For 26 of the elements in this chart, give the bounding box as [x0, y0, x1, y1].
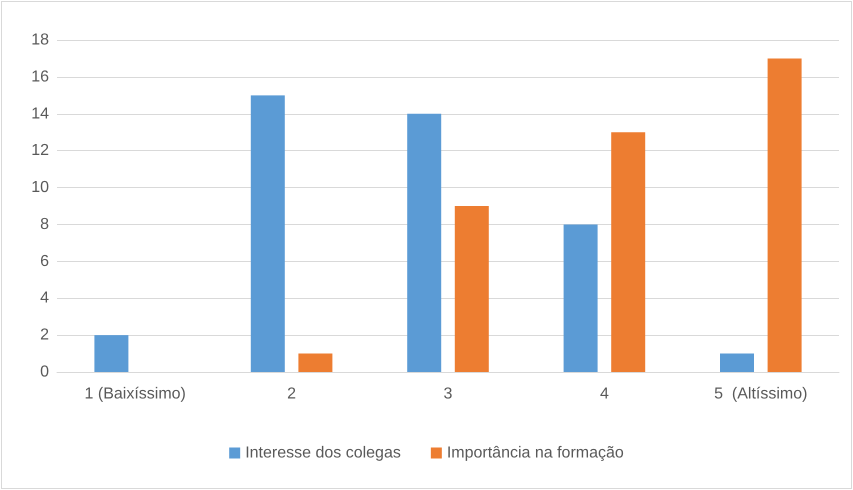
x-tick-label: 2	[287, 386, 296, 402]
y-tick-label: 0	[40, 364, 50, 380]
bar	[94, 335, 128, 372]
bar	[768, 58, 802, 372]
y-tick-label: 14	[31, 105, 50, 122]
legend-label: Interesse dos colegas	[245, 444, 401, 462]
bar	[454, 206, 489, 372]
bar	[250, 95, 285, 372]
legend-label: Importância na formação	[446, 444, 624, 462]
bar	[407, 114, 442, 372]
y-tick-label: 6	[40, 252, 50, 270]
x-tick-label: 3	[444, 386, 453, 402]
y-tick-label: 10	[31, 179, 50, 196]
bar	[298, 354, 332, 372]
y-tick-label: 18	[31, 32, 50, 48]
bar	[564, 224, 598, 372]
y-tick-label: 8	[40, 216, 50, 233]
x-tick-label: 1 (Baixíssimo)	[84, 386, 186, 402]
x-tick-label: 5 (Altíssimo)	[714, 386, 808, 402]
x-tick-label: 4	[600, 386, 609, 402]
y-tick-label: 2	[40, 326, 50, 344]
bar	[611, 132, 646, 372]
bar	[720, 354, 754, 372]
y-tick-label: 4	[40, 290, 50, 307]
y-tick-label: 16	[31, 68, 50, 86]
y-tick-label: 12	[31, 142, 50, 160]
